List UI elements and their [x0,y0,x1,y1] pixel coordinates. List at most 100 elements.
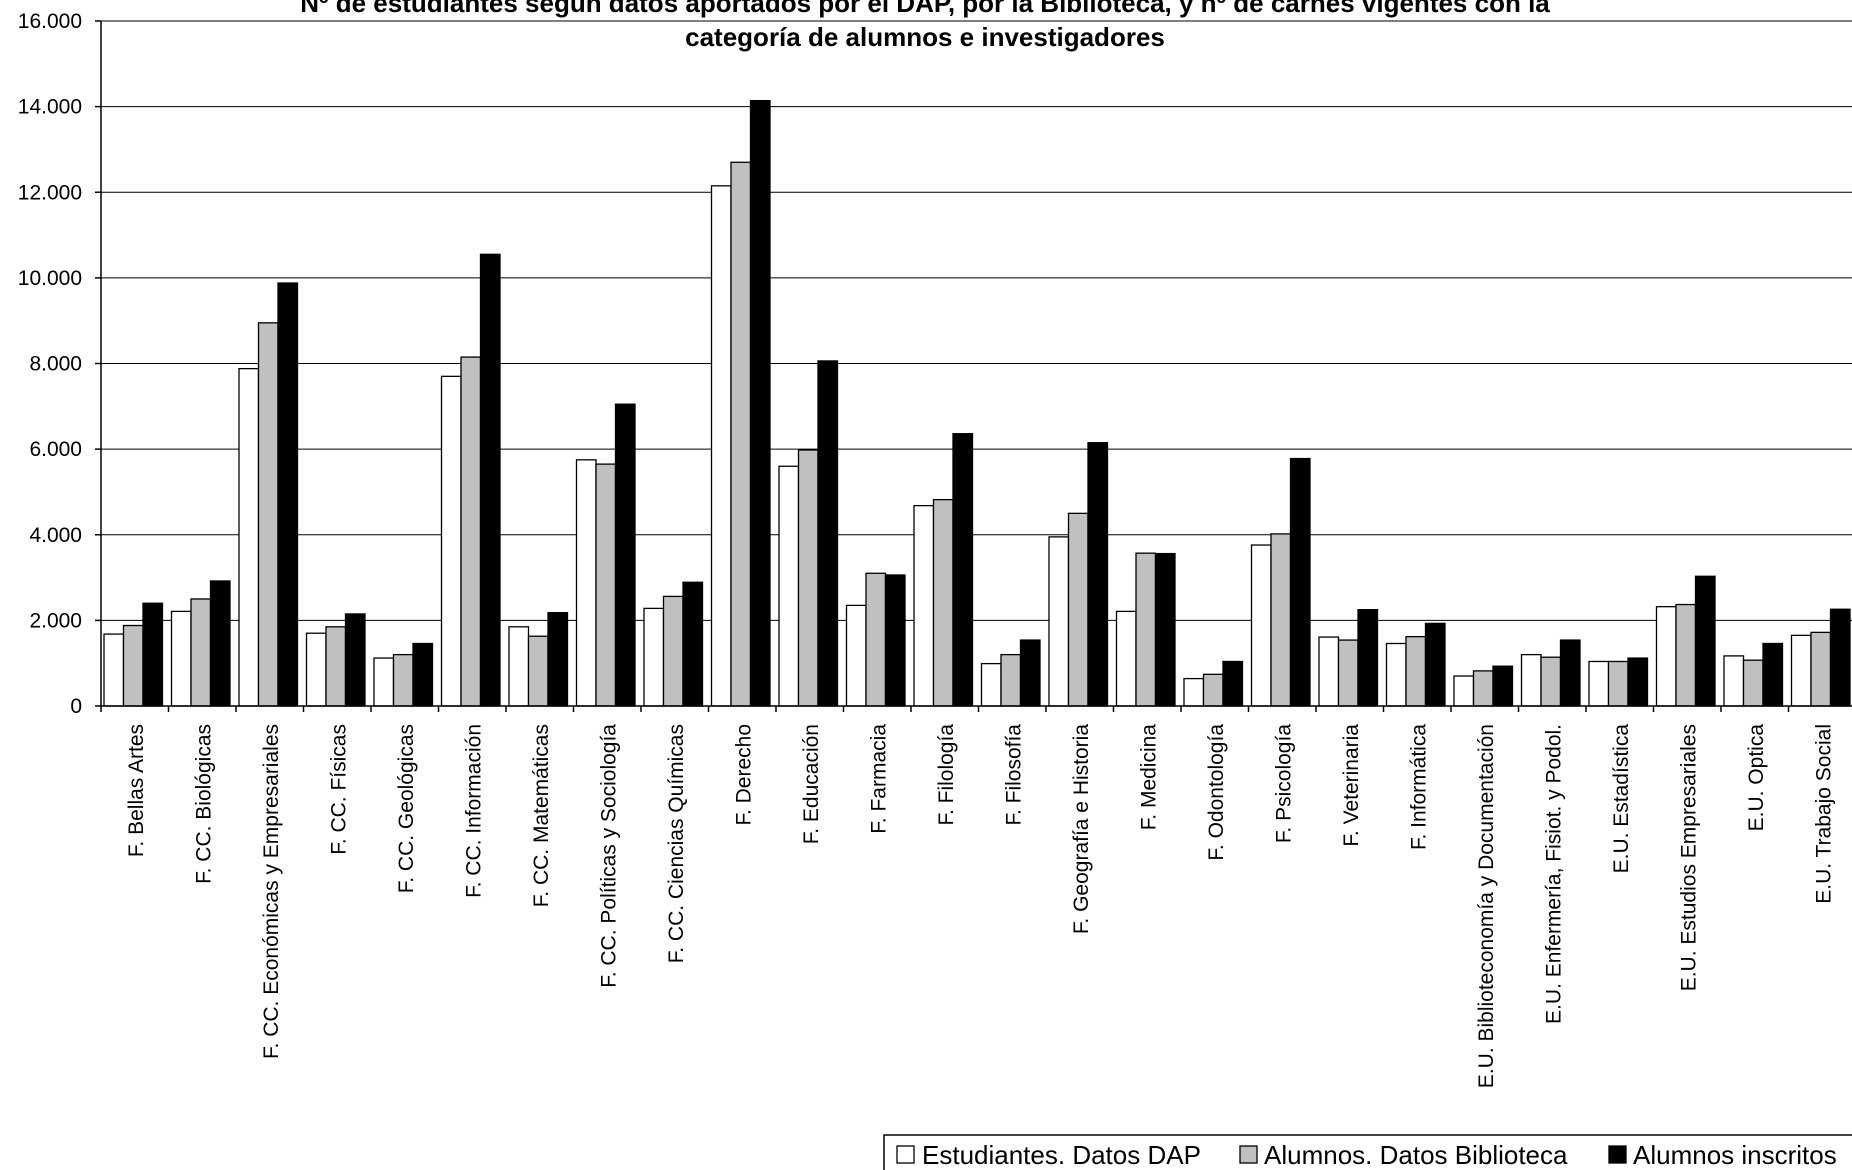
bar [1559,639,1581,707]
legend-swatch-biblioteca [1239,1145,1258,1164]
bar [1357,609,1379,707]
y-axis-tick-labels: 0 2.000 4.000 6.000 8.000 10.000 12.000 14.000 1… [18,10,82,718]
x-tick-label: E.U. Enfermería, Fisiot. y Podol. [1542,724,1565,1024]
bar [614,403,636,707]
chart-title: Nº de estudiantes según datos aportados … [300,0,1550,52]
bar [1183,677,1205,707]
bar [1588,660,1610,707]
x-tick-label: F. Odontología [1205,724,1228,861]
axes [95,20,1852,712]
bar [1000,653,1022,707]
legend-swatch-inscritos [1608,1145,1627,1164]
bar [682,581,704,707]
bar [392,653,414,707]
bar [1540,656,1562,707]
bar [170,610,192,707]
bar [1222,660,1244,707]
y-tick-label: 0 [70,695,82,718]
bar [1019,639,1041,707]
bar [344,613,366,707]
x-tick-label: F. Medicina [1137,724,1160,831]
x-tick-label: F. CC. Matemáticas [530,724,553,907]
bar [1829,608,1851,707]
bar [305,632,327,707]
bar [142,602,164,707]
bar [730,161,752,707]
bar [190,598,212,707]
bar [209,580,231,707]
bar [1607,660,1629,707]
bar [913,504,935,707]
y-tick-label: 6.000 [29,438,82,461]
x-tick-label: E.U. Trabajo Social [1812,724,1835,904]
x-tick-label: F. CC. Físicas [327,724,350,855]
bar [710,185,732,707]
bar [238,367,260,707]
legend-box [883,1134,1852,1170]
bar [1627,657,1649,707]
bar [1742,659,1764,707]
legend-label-dap: Estudiantes. Datos DAP [922,1140,1201,1170]
x-tick-label: F. Geografía e Historia [1070,724,1093,934]
y-tick-label: 2.000 [29,609,82,632]
x-tick-label: F. Psicología [1272,724,1295,843]
chart-title-line-1: Nº de estudiantes según datos aportados … [300,0,1550,18]
bar [508,626,530,707]
bar [595,463,617,707]
x-tick-label: F. CC. Económicas y Empresariales [260,724,283,1059]
x-tick-label: F. CC. Geológicas [395,724,418,893]
bar [325,626,347,707]
bar [1289,457,1311,707]
x-tick-label: F. CC. Ciencias Químicas [665,724,688,963]
bar [884,574,906,707]
bar [1810,631,1832,707]
y-tick-label: 16.000 [18,10,82,33]
x-tick-label: F. CC. Biológicas [192,724,215,884]
bar [479,253,501,707]
legend-label-inscritos: Alumnos inscritos [1633,1140,1837,1170]
bar [1318,636,1340,707]
bar [1270,533,1292,707]
x-axis-tick-labels: F. Bellas Artes F. CC. Biológicas F. CC. E… [125,724,1836,1089]
bar [797,449,819,707]
bar [1115,610,1137,707]
legend-label-biblioteca: Alumnos. Datos Biblioteca [1264,1140,1568,1170]
bar [932,498,954,707]
bar [1337,639,1359,707]
x-tick-label: F. CC. Políticas y Sociología [597,724,620,988]
bar [1202,673,1224,707]
x-tick-label: F. Bellas Artes [125,724,148,857]
bar [1135,552,1157,707]
x-tick-label: F. Educación [800,724,823,844]
bar [575,459,597,707]
x-tick-label: F. Filología [935,724,958,826]
bar [1154,552,1176,707]
bar [373,657,395,707]
bar [1424,622,1446,707]
bar [1048,536,1070,707]
bar [1723,655,1745,707]
y-tick-label: 8.000 [29,353,82,376]
bar [460,356,482,707]
bar [1087,442,1109,707]
x-tick-label: F. Farmacia [867,724,890,834]
bar [103,633,125,707]
bar [1492,665,1514,707]
x-tick-label: F. CC. Información [462,724,485,898]
bar [1520,653,1542,707]
bar [122,624,144,707]
gridlines [101,20,1852,621]
bar [749,99,771,707]
bar [547,612,569,707]
bar [1655,606,1677,707]
x-tick-label: F. Informática [1407,724,1430,850]
bar [412,642,434,707]
bar [1405,635,1427,707]
bar [1762,642,1784,707]
bar [643,607,665,707]
bar [277,282,299,707]
bar [1453,675,1475,707]
bar [1790,634,1812,707]
bar [1694,575,1716,707]
